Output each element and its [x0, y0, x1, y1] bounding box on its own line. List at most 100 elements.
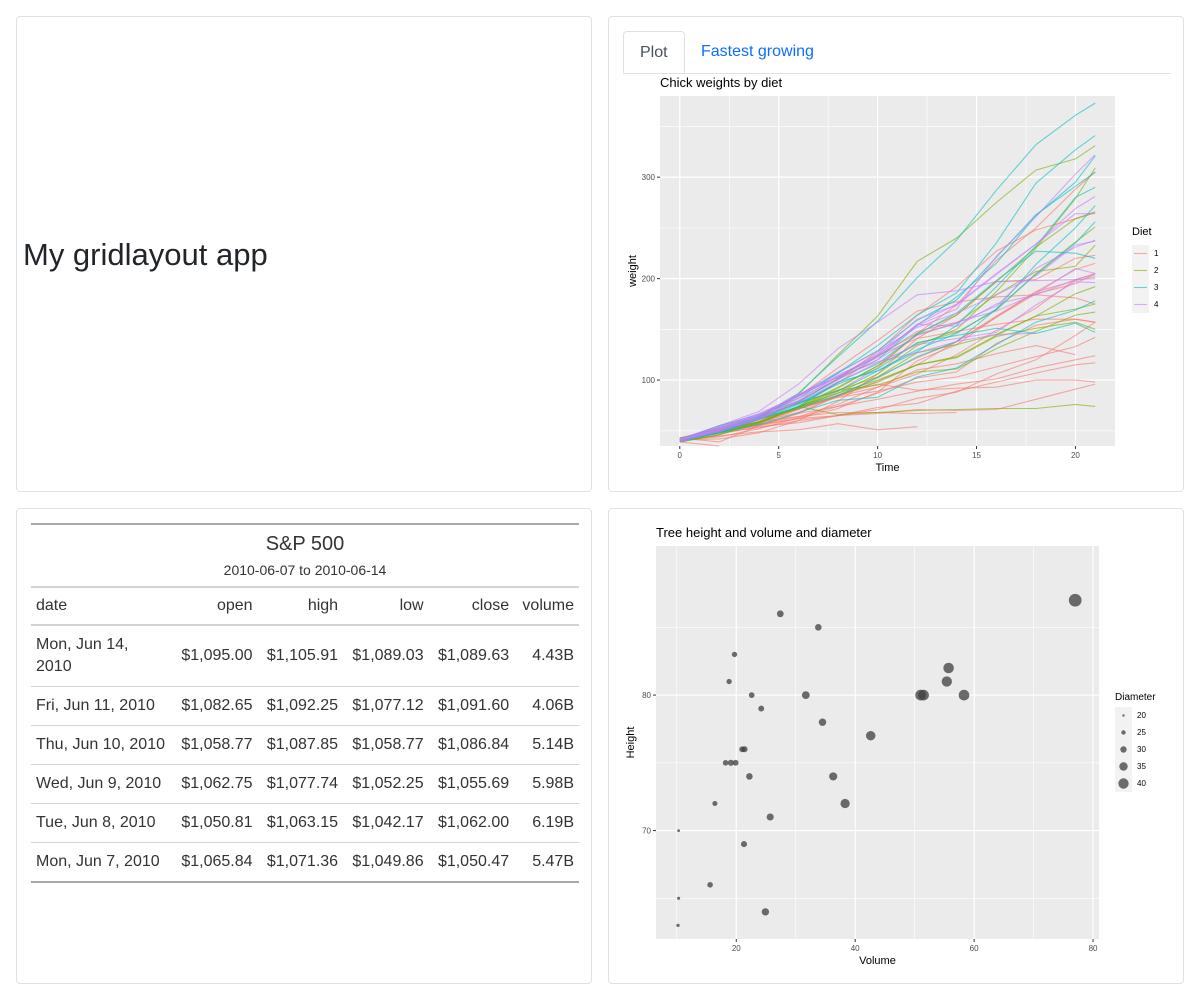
- app-title: My gridlayout app: [23, 237, 268, 272]
- data-point: [943, 662, 954, 674]
- data-point: [915, 689, 926, 701]
- plot-panel: [656, 546, 1099, 939]
- legend-label: 2: [1154, 266, 1159, 275]
- cell-date: Tue, Jun 8, 2010: [31, 803, 172, 843]
- x-tick-label: 40: [851, 944, 860, 953]
- series-line: [679, 278, 1096, 440]
- series-line: [679, 355, 1096, 441]
- x-axis-label: Volume: [859, 955, 896, 967]
- x-tick-label: 5: [776, 451, 781, 460]
- column-header-low: low: [399, 597, 424, 614]
- cell-open: $1,095.00: [172, 624, 258, 687]
- cell-date: Wed, Jun 9, 2010: [31, 764, 172, 804]
- y-axis-label: weight: [627, 255, 639, 288]
- table-header-row: date open high low close volume: [31, 588, 579, 625]
- x-axis-label: Time: [875, 462, 899, 474]
- x-tick-label: 15: [972, 451, 981, 460]
- table-row: Thu, Jun 10, 2010 $1,058.77 $1,087.85 $1…: [31, 725, 579, 765]
- table-row: Tue, Jun 8, 2010 $1,050.81 $1,063.15 $1,…: [31, 803, 579, 843]
- legend-label: 1: [1154, 249, 1159, 258]
- series-line: [679, 423, 918, 441]
- table-title: S&P 500: [265, 533, 345, 555]
- cell-low: $1,089.03: [343, 624, 429, 687]
- data-point: [741, 746, 748, 753]
- cell-date: Fri, Jun 11, 2010: [31, 686, 172, 726]
- legend-label: 3: [1154, 283, 1159, 292]
- data-point: [815, 624, 822, 631]
- data-point: [801, 691, 810, 699]
- chick-weights-chart: 0 5 10 15 20 100 200 300 Chick weights by diet Ti…: [627, 75, 1159, 474]
- data-point: [731, 651, 738, 658]
- y-tick-label: 300: [642, 173, 656, 182]
- legend-point: [1122, 714, 1125, 717]
- series-line: [679, 300, 1096, 441]
- legend-point: [1120, 746, 1127, 753]
- scatter-card: 20 40 60 80 70 80 Tree height and volume and d…: [608, 508, 1184, 984]
- cell-date: Mon, Jun 7, 2010: [31, 842, 172, 883]
- legend-point: [1119, 762, 1128, 771]
- tree-scatter-chart: 20 40 60 80 70 80 Tree height and volume and d…: [625, 525, 1156, 967]
- cell-date: Mon, Jun 14, 2010: [31, 624, 172, 687]
- data-point: [761, 908, 770, 916]
- data-point: [707, 882, 713, 888]
- cell-close: $1,050.47: [428, 842, 515, 883]
- cell-open: $1,065.84: [172, 842, 258, 883]
- table-row: Mon, Jun 14, 2010 $1,095.00 $1,105.91 $1…: [31, 624, 579, 687]
- legend-label: 4: [1154, 300, 1159, 309]
- data-table: date open high low close volume Mon, Jun…: [31, 588, 579, 883]
- sp500-table: S&P 500 2010-06-07 to 2010-06-14 date op…: [31, 523, 579, 883]
- cell-volume: 5.14B: [514, 725, 579, 765]
- cell-low: $1,052.25: [343, 764, 429, 804]
- data-point: [722, 760, 729, 766]
- legend-point: [1118, 778, 1129, 789]
- cell-date: Thu, Jun 10, 2010: [31, 725, 172, 765]
- tab-fastest-growing[interactable]: Fastest growing: [701, 43, 814, 60]
- cell-close: $1,089.63: [428, 624, 515, 687]
- y-tick-label: 70: [642, 827, 651, 836]
- data-point: [941, 676, 952, 687]
- legend-label: 20: [1137, 711, 1146, 720]
- column-header-high: high: [307, 597, 339, 614]
- table-subtitle: 2010-06-07 to 2010-06-14: [223, 562, 387, 578]
- legend-title: Diet: [1132, 226, 1152, 238]
- cell-close: $1,062.00: [428, 803, 515, 843]
- cell-high: $1,105.91: [257, 624, 344, 687]
- legend-label: 25: [1137, 728, 1146, 737]
- data-point: [676, 923, 680, 928]
- cell-high: $1,071.36: [257, 842, 344, 883]
- legend-title: Diameter: [1115, 692, 1156, 703]
- series-line: [679, 213, 1096, 441]
- data-point: [1068, 593, 1082, 607]
- cell-high: $1,092.25: [257, 686, 344, 726]
- column-header-open: open: [216, 597, 253, 614]
- tab-plot[interactable]: Plot: [623, 31, 685, 73]
- cell-open: $1,062.75: [172, 764, 258, 804]
- data-point: [766, 813, 774, 821]
- series-line: [679, 281, 1096, 441]
- cell-low: $1,042.17: [343, 803, 429, 843]
- data-point: [865, 730, 876, 741]
- y-tick-label: 200: [642, 275, 656, 284]
- data-point: [776, 610, 784, 618]
- data-point: [829, 772, 838, 781]
- data-point: [726, 678, 732, 685]
- cell-close: $1,086.84: [428, 725, 515, 765]
- data-point: [958, 689, 970, 701]
- series-line: [679, 321, 1096, 439]
- cell-open: $1,050.81: [172, 803, 258, 843]
- data-point: [748, 692, 755, 698]
- series-line: [679, 240, 1096, 442]
- data-point: [677, 896, 681, 900]
- data-point: [818, 718, 827, 726]
- x-tick-label: 80: [1089, 944, 1098, 953]
- x-tick-label: 0: [678, 451, 683, 460]
- data-point: [758, 705, 765, 712]
- x-tick-label: 20: [1071, 451, 1080, 460]
- series-line: [679, 441, 720, 447]
- plot-panel: [660, 96, 1115, 446]
- cell-volume: 6.19B: [514, 803, 579, 843]
- table-row: Wed, Jun 9, 2010 $1,062.75 $1,077.74 $1,…: [31, 764, 579, 804]
- x-tick-label: 10: [873, 451, 882, 460]
- cell-close: $1,091.60: [428, 686, 515, 726]
- column-header-close: close: [471, 597, 510, 614]
